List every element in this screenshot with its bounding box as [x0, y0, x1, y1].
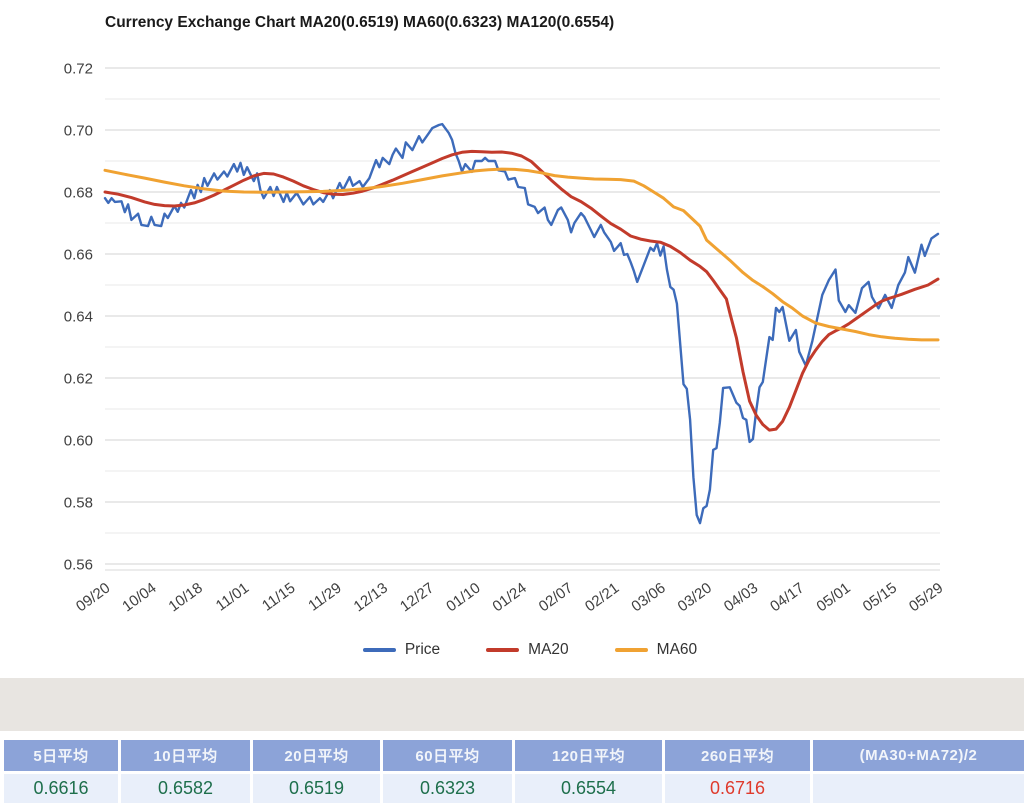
- y-axis-label: 0.72: [64, 61, 93, 78]
- x-axis-label: 11/29: [305, 579, 344, 614]
- x-axis-label: 03/20: [675, 579, 715, 615]
- table-header-cell: 260日平均: [665, 740, 810, 771]
- table-value-cell: 0.6554: [515, 774, 662, 803]
- ma-summary-table: 5日平均 10日平均 20日平均 60日平均 120日平均 260日平均 (MA30+MA7…: [0, 740, 1024, 803]
- x-axis-label: 03/06: [628, 579, 668, 615]
- legend-item-price: Price: [362, 641, 441, 659]
- x-axis-label: 11/01: [213, 579, 252, 614]
- x-axis-label: 10/04: [119, 579, 159, 615]
- table-header-cell: 20日平均: [253, 740, 380, 771]
- x-axis-label: 01/24: [489, 579, 529, 615]
- legend-label-ma20: MA20: [528, 641, 569, 658]
- y-axis-label: 0.68: [64, 185, 93, 202]
- ma20-line: [103, 149, 940, 432]
- table-value-cell: 0.6716: [665, 774, 810, 803]
- separator-band: [0, 678, 1024, 731]
- table-header-cell: 10日平均: [121, 740, 250, 771]
- x-axis-label: 12/27: [397, 579, 437, 615]
- y-axis-label: 0.70: [64, 123, 93, 140]
- x-axis-label: 11/15: [259, 579, 298, 614]
- table-header-cell: (MA30+MA72)/2: [813, 740, 1024, 771]
- legend-label-ma60: MA60: [656, 641, 698, 658]
- x-axis-label: 02/21: [582, 579, 622, 615]
- ma60-line-swatch-icon: [614, 648, 648, 652]
- y-axis-label: 0.58: [64, 495, 93, 512]
- table-value-cell: [813, 774, 1024, 803]
- chart-title: Currency Exchange Chart MA20(0.6519) MA6…: [105, 14, 615, 31]
- y-axis-label: 0.66: [64, 247, 93, 264]
- y-axis-label: 0.64: [64, 309, 93, 326]
- x-axis-label: 05/29: [906, 579, 946, 615]
- y-axis-label: 0.60: [64, 433, 93, 450]
- x-axis-label: 01/10: [443, 579, 483, 615]
- price-line: [103, 122, 940, 525]
- y-axis-label: 0.62: [64, 371, 93, 388]
- currency-exchange-chart: 0.72 0.70 0.68 0.66 0.64 0.62 0.60 0.58 0.56 09/2…: [64, 61, 947, 616]
- x-axis-label: 02/07: [536, 579, 576, 615]
- legend-item-ma20: MA20: [486, 641, 569, 659]
- x-axis-label: 09/20: [73, 579, 113, 615]
- table-value-row: 0.6616 0.6582 0.6519 0.6323 0.6554 0.6716: [0, 774, 1024, 803]
- x-axis-label: 04/17: [767, 579, 807, 615]
- y-axis-label: 0.56: [64, 557, 93, 574]
- table-value-cell: 0.6582: [121, 774, 250, 803]
- table-header-cell: 120日平均: [515, 740, 662, 771]
- x-axis-label: 12/13: [351, 579, 391, 615]
- ma60-line: [103, 167, 940, 342]
- table-value-cell: 0.6616: [4, 774, 118, 803]
- table-header-cell: 5日平均: [4, 740, 118, 771]
- price-line-swatch-icon: [362, 648, 396, 652]
- table-value-cell: 0.6519: [253, 774, 380, 803]
- legend-label-price: Price: [404, 641, 441, 658]
- table-value-cell: 0.6323: [383, 774, 512, 803]
- chart-legend: Price MA20 MA60: [18, 636, 1024, 664]
- ma20-line-swatch-icon: [486, 648, 520, 652]
- x-axis-label: 10/18: [166, 579, 206, 615]
- table-header-row: 5日平均 10日平均 20日平均 60日平均 120日平均 260日平均 (MA30+MA7…: [0, 740, 1024, 771]
- x-axis-label: 05/01: [813, 579, 853, 615]
- x-axis-label: 04/03: [721, 579, 761, 615]
- legend-item-ma60: MA60: [614, 641, 698, 659]
- x-axis-label: 05/15: [860, 579, 900, 615]
- table-header-cell: 60日平均: [383, 740, 512, 771]
